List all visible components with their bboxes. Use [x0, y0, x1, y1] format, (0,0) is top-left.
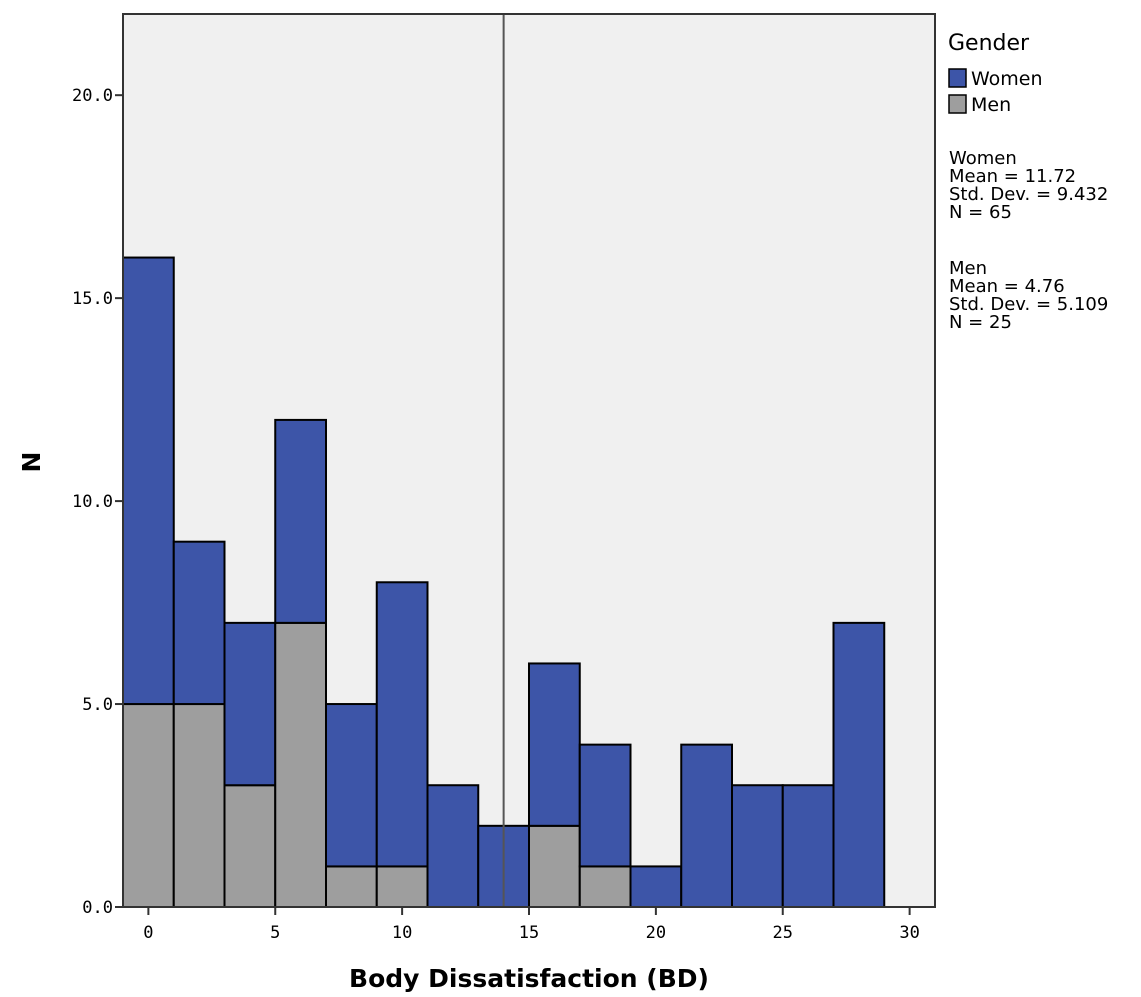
y-tick-label-2: 10.0	[72, 492, 113, 512]
bar-men-1	[172, 703, 226, 909]
y-tick-label-3: 15.0	[72, 289, 113, 309]
y-axis-title: N	[17, 452, 46, 473]
x-axis-title: Body Dissatisfaction (BD)	[349, 964, 709, 993]
legend-swatch-women	[948, 68, 967, 88]
bar-women-10	[629, 865, 683, 909]
stat-line-0-0: Women	[949, 148, 1017, 169]
bar-women-5	[375, 581, 429, 868]
y-axis: 0.0 5.0 10.0 15.0 20.0	[72, 86, 123, 918]
bar-men-2	[223, 784, 277, 909]
bar-women-1	[172, 540, 226, 706]
x-tick-label-0: 0	[143, 923, 153, 943]
stat-line-1-2: Std. Dev. = 5.109	[949, 294, 1108, 315]
bar-women-14	[832, 621, 886, 908]
x-tick-label-1: 5	[270, 923, 280, 943]
legend: Gender Women Men	[948, 31, 1043, 116]
bar-women-8	[528, 662, 581, 827]
legend-title: Gender	[948, 31, 1030, 56]
bar-women-12	[731, 784, 784, 909]
y-tick-label-4: 20.0	[72, 86, 113, 106]
bar-men-0	[122, 703, 175, 909]
x-tick-label-2: 10	[392, 923, 412, 943]
bar-women-0	[122, 256, 175, 706]
bar-women-4	[325, 703, 378, 868]
x-tick-label-5: 25	[773, 923, 793, 943]
stat-line-1-0: Men	[949, 258, 987, 279]
bar-women-11	[680, 743, 733, 908]
legend-swatch-men	[948, 94, 967, 114]
stat-line-0-1: Mean = 11.72	[949, 166, 1076, 187]
bars-group	[122, 256, 886, 909]
bar-women-9	[578, 743, 632, 868]
bar-men-5	[375, 865, 429, 909]
legend-label-women: Women	[971, 68, 1043, 90]
bar-men-3	[274, 621, 327, 908]
x-tick-label-6: 30	[899, 923, 919, 943]
stat-line-1-1: Mean = 4.76	[949, 276, 1065, 297]
stat-line-1-3: N = 25	[949, 312, 1012, 333]
bar-women-2	[223, 621, 277, 787]
y-tick-label-1: 5.0	[82, 695, 113, 715]
bar-men-4	[325, 865, 378, 909]
bar-women-6	[426, 784, 480, 909]
bar-men-9	[578, 865, 632, 909]
bar-men-8	[528, 824, 581, 908]
y-tick-label-0: 0.0	[82, 898, 113, 918]
stat-line-0-3: N = 65	[949, 202, 1012, 223]
stat-line-0-2: Std. Dev. = 9.432	[949, 184, 1108, 205]
bar-women-13	[781, 784, 835, 909]
x-tick-label-4: 20	[646, 923, 666, 943]
x-axis: 0 5 10 15 20 25 30	[143, 907, 920, 943]
x-tick-label-3: 15	[519, 923, 539, 943]
legend-label-men: Men	[971, 94, 1011, 116]
bar-women-3	[274, 418, 327, 624]
